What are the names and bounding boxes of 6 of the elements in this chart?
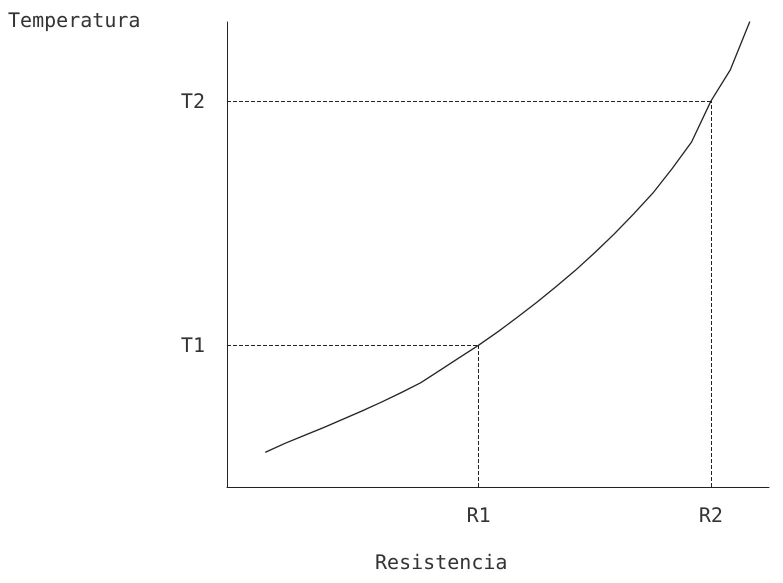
x-axis-title: Resistencia	[375, 550, 508, 574]
ref-line-label: T1	[180, 333, 205, 358]
x-tick-label: R1	[466, 503, 491, 527]
ref-line-label: T2	[180, 89, 205, 114]
x-tick-label: R2	[698, 503, 723, 527]
y-axis-title: Temperatura	[8, 8, 140, 32]
